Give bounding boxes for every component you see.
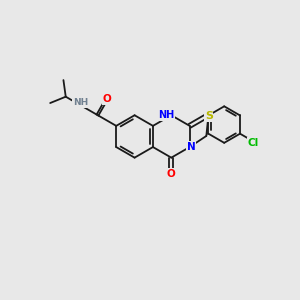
Text: O: O bbox=[167, 169, 176, 179]
Text: S: S bbox=[205, 111, 213, 121]
Text: N: N bbox=[187, 142, 196, 152]
Text: Cl: Cl bbox=[248, 138, 259, 148]
Text: NH: NH bbox=[158, 110, 174, 120]
Text: NH: NH bbox=[73, 98, 88, 107]
Text: O: O bbox=[103, 94, 111, 104]
